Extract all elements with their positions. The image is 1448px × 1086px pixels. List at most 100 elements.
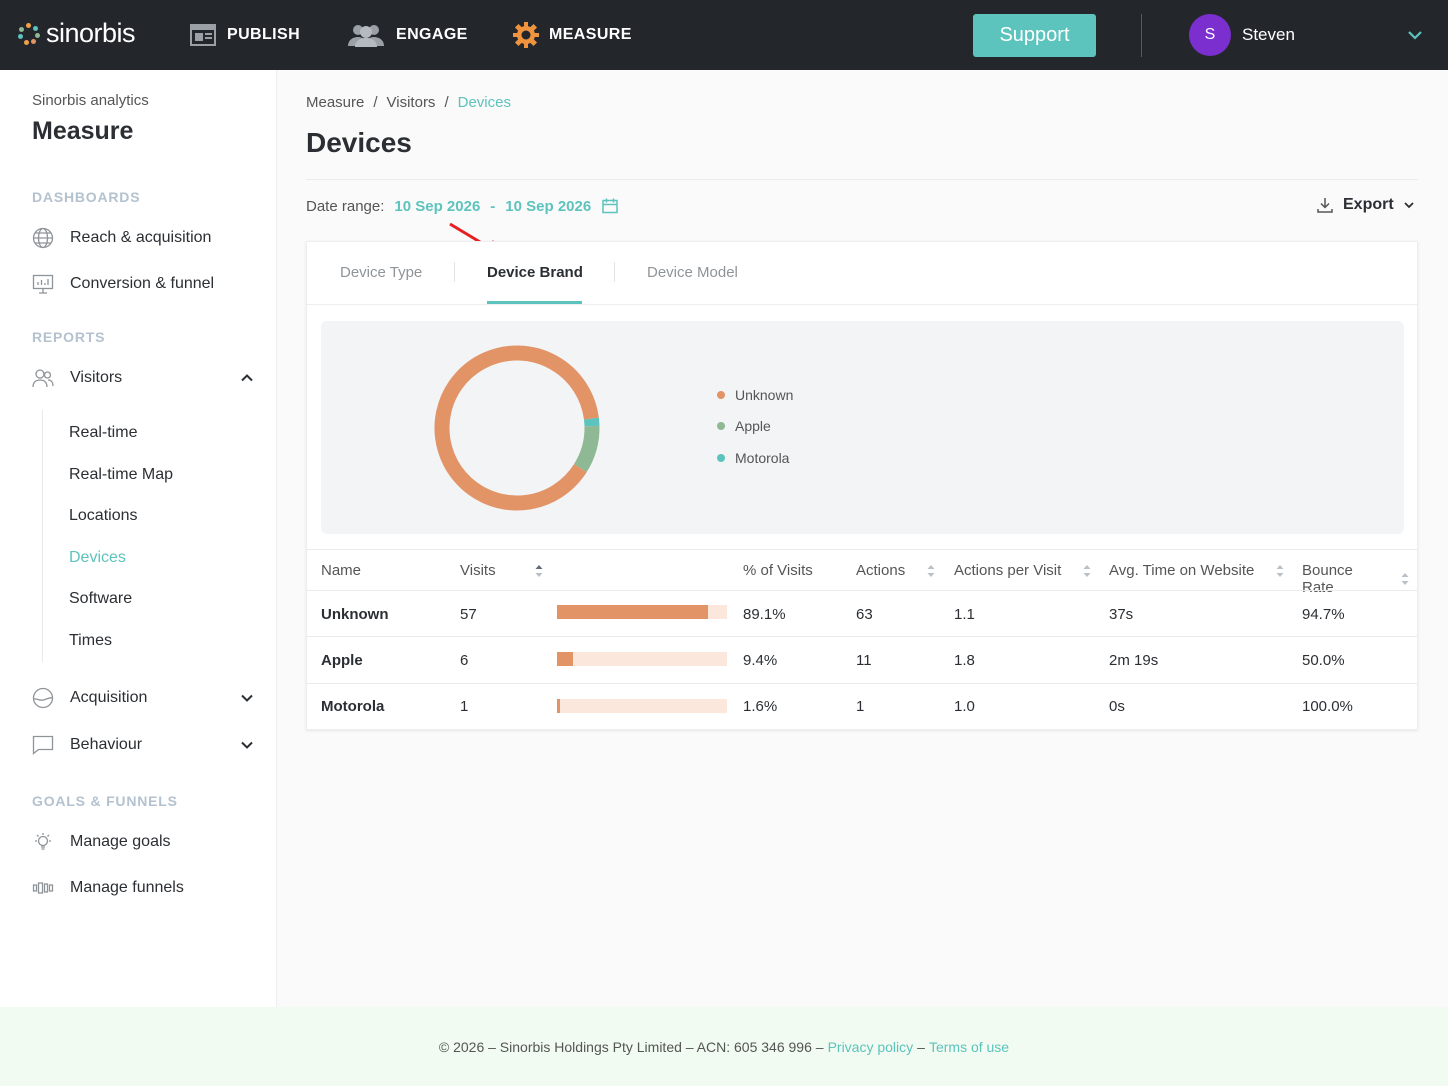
column-header-avg-time[interactable]: Avg. Time on Website <box>1109 562 1285 579</box>
sidebar-item-conversion-funnel[interactable]: Conversion & funnel <box>32 273 254 295</box>
column-header-pct-visits[interactable]: % of Visits <box>743 562 813 579</box>
visits-bar-fill <box>557 652 573 666</box>
slice-apple[interactable] <box>573 425 600 473</box>
chat-icon <box>32 735 54 755</box>
export-button[interactable]: Export <box>1316 196 1415 214</box>
cell-avg-time: 37s <box>1109 606 1134 623</box>
sidebar: Sinorbis analytics Measure DASHBOARDS Re… <box>0 70 277 1007</box>
engage-icon <box>348 25 384 47</box>
donut-chart <box>434 345 600 511</box>
sort-icon[interactable] <box>926 563 936 579</box>
table-top-rule <box>307 549 1417 550</box>
cell-actions: 11 <box>856 652 872 669</box>
sidebar-item-label: Manage goals <box>70 833 171 850</box>
sidebar-subitem-software[interactable]: Software <box>69 590 133 607</box>
header-label: Avg. Time on Website <box>1109 562 1255 579</box>
sidebar-subitem-real-time[interactable]: Real-time <box>69 424 138 441</box>
column-header-actions[interactable]: Actions <box>856 562 936 579</box>
users-icon <box>32 369 54 388</box>
calendar-icon[interactable] <box>601 197 619 215</box>
nav-publish[interactable]: PUBLISH <box>189 22 300 48</box>
sidebar-subtitle: Sinorbis analytics <box>32 92 149 109</box>
section-dashboards: DASHBOARDS <box>32 189 141 205</box>
date-to[interactable]: 10 Sep 2026 <box>505 197 592 215</box>
sidebar-item-visitors[interactable]: Visitors <box>32 367 254 389</box>
header-label: Actions per Visit <box>954 562 1062 579</box>
breadcrumb-visitors[interactable]: Visitors <box>386 94 436 111</box>
nav-engage[interactable]: ENGAGE <box>346 22 468 48</box>
breadcrumb-measure[interactable]: Measure <box>306 94 365 111</box>
sidebar-item-label: Manage funnels <box>70 879 184 896</box>
sidebar-title: Measure <box>32 117 134 145</box>
publish-icon <box>190 24 216 46</box>
tab-device-type[interactable]: Device Type <box>340 264 423 281</box>
support-button[interactable]: Support <box>973 14 1096 57</box>
column-header-actions-per-visit[interactable]: Actions per Visit <box>954 562 1092 579</box>
sort-icon[interactable] <box>534 563 544 579</box>
breadcrumb-separator: / <box>373 94 378 111</box>
sidebar-item-label: Conversion & funnel <box>70 275 215 292</box>
sidebar-item-manage-funnels[interactable]: Manage funnels <box>32 877 254 899</box>
header-label: Bounce Rate <box>1302 562 1353 596</box>
presentation-icon <box>32 274 54 294</box>
legend-item-unknown[interactable]: Unknown <box>717 379 793 411</box>
sidebar-subitem-locations[interactable]: Locations <box>69 507 138 524</box>
date-range: Date range: 10 Sep 2026 - 10 Sep 2026 <box>306 197 619 215</box>
cell-bounce-rate: 100.0% <box>1302 698 1353 715</box>
user-name[interactable]: Steven <box>1242 25 1295 44</box>
chart-legend: Unknown Apple Motorola <box>717 379 793 474</box>
breadcrumb-separator: / <box>444 94 449 111</box>
section-goals-funnels: GOALS & FUNNELS <box>32 793 178 809</box>
slice-unknown[interactable] <box>434 345 599 511</box>
section-reports: REPORTS <box>32 329 106 345</box>
lightbulb-icon <box>35 833 51 850</box>
chevron-down-icon[interactable] <box>240 691 254 705</box>
sidebar-item-manage-goals[interactable]: Manage goals <box>32 831 254 853</box>
legend-item-motorola[interactable]: Motorola <box>717 442 793 474</box>
sidebar-item-label: Visitors <box>70 369 123 386</box>
sidebar-subitem-devices[interactable]: Devices <box>69 549 126 566</box>
tab-separator <box>454 262 455 282</box>
cell-visits: 1 <box>460 698 469 715</box>
avatar[interactable]: S <box>1189 14 1231 56</box>
measure-gear-icon <box>513 22 539 48</box>
sidebar-item-acquisition[interactable]: Acquisition <box>32 687 254 709</box>
sort-icon[interactable] <box>1400 571 1410 587</box>
date-from[interactable]: 10 Sep 2026 <box>394 197 481 215</box>
sort-icon[interactable] <box>1082 563 1092 579</box>
sidebar-item-behaviour[interactable]: Behaviour <box>32 734 254 756</box>
column-header-visits[interactable]: Visits <box>460 562 544 579</box>
chevron-down-icon[interactable] <box>240 738 254 752</box>
legend-item-apple[interactable]: Apple <box>717 411 793 443</box>
top-bar: sinorbis PUBLISH ENGAGE MEASURE Support … <box>0 0 1448 70</box>
table-header-rule <box>307 590 1417 591</box>
legend-label: Motorola <box>735 449 790 466</box>
legend-dot-unknown <box>717 390 725 399</box>
column-header-bounce-rate[interactable]: Bounce Rate <box>1302 562 1410 596</box>
tab-device-brand[interactable]: Device Brand <box>487 264 583 281</box>
cell-actions-per-visit: 1.0 <box>954 698 975 715</box>
privacy-policy-link[interactable]: Privacy policy <box>827 1038 914 1055</box>
cell-pct-visits: 89.1% <box>743 606 786 623</box>
cell-bounce-rate: 94.7% <box>1302 606 1345 623</box>
header-label: Visits <box>460 562 496 579</box>
tab-device-model[interactable]: Device Model <box>647 264 738 281</box>
export-label: Export <box>1343 196 1394 213</box>
chevron-up-icon[interactable] <box>240 371 254 385</box>
sidebar-subitem-times[interactable]: Times <box>69 632 112 649</box>
column-header-name[interactable]: Name <box>321 562 361 579</box>
chevron-down-icon[interactable] <box>1406 28 1424 42</box>
sidebar-subitem-real-time-map[interactable]: Real-time Map <box>69 466 174 483</box>
sidebar-item-reach-acquisition[interactable]: Reach & acquisition <box>32 227 254 249</box>
slice-motorola[interactable] <box>583 417 600 427</box>
sinorbis-logo[interactable]: sinorbis <box>18 18 136 49</box>
terms-of-use-link[interactable]: Terms of use <box>928 1038 1010 1055</box>
nav-measure[interactable]: MEASURE <box>513 22 632 48</box>
acquisition-icon <box>32 687 54 709</box>
sort-icon[interactable] <box>1275 563 1285 579</box>
cell-bounce-rate: 50.0% <box>1302 652 1345 669</box>
cell-name: Motorola <box>321 698 385 715</box>
cell-pct-visits: 1.6% <box>743 698 778 715</box>
sidebar-item-label: Acquisition <box>70 689 148 706</box>
cell-name: Unknown <box>321 606 389 623</box>
